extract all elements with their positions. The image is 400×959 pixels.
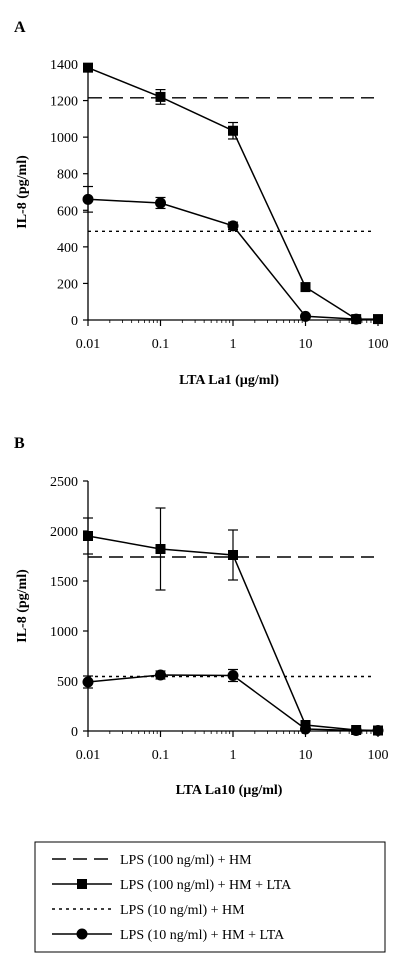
y-axis-title: IL-8 (pg/ml) [15,569,30,643]
series-line [87,198,357,320]
x-axis-title: LTA La1 (µg/ml) [179,373,279,388]
x-tick-label: 100 [368,748,389,763]
x-tick-label: 0.1 [152,748,170,763]
circle-marker [82,676,94,688]
x-tick-label: 0.1 [152,337,170,352]
y-tick-label: 800 [57,168,78,183]
x-tick-label: 0.01 [76,337,101,352]
circle-marker [372,725,384,736]
panel-label: B [14,435,25,452]
series-3 [82,185,362,325]
square-marker [228,550,238,560]
legend-label: LPS (100 ng/ml) + HM [120,853,252,868]
circle-marker [155,197,166,209]
legend-circle-marker [76,928,88,940]
x-tick-label: 0.01 [76,748,101,763]
y-axis-title: IL-8 (pg/ml) [15,155,30,229]
legend-item: LPS (10 ng/ml) + HM + LTA [52,928,285,943]
series-1 [83,507,383,736]
legend-item: LPS (100 ng/ml) + HM [52,853,252,868]
y-tick-label: 1500 [50,575,78,590]
y-tick-label: 600 [57,204,78,219]
square-marker [228,125,238,136]
circle-marker [82,193,94,205]
square-marker [83,531,93,541]
y-tick-label: 0 [71,725,78,740]
chart-panel-b: B 0 500 1000 1500 2000 2500 0.01 0.1 1 10 100 LTA La… [14,435,389,798]
y-tick-label: 1200 [50,95,78,110]
x-tick-label: 1 [230,337,237,352]
square-marker [300,282,311,293]
square-marker [155,544,166,554]
y-tick-label: 500 [57,675,78,690]
circle-marker [350,313,362,325]
legend: LPS (100 ng/ml) + HM LPS (100 ng/ml) + HM… [34,841,386,953]
y-tick-label: 2000 [50,525,78,540]
x-axis-title: LTA La10 (µg/ml) [176,783,283,798]
circle-marker [227,670,239,681]
circle-marker [227,220,239,232]
x-tick-label: 1 [230,748,237,763]
circle-marker [300,310,311,322]
circle-marker [350,725,362,736]
legend-label: LPS (10 ng/ml) + HM [120,903,245,918]
series-1 [83,62,383,325]
series-line [87,67,378,320]
legend-item: LPS (100 ng/ml) + HM + LTA [52,878,292,893]
series-3 [82,668,384,736]
series-line [87,674,378,732]
y-tick-label: 400 [57,241,78,256]
square-marker [373,314,383,325]
x-tick-label: 10 [299,748,313,763]
circle-marker [300,723,311,735]
y-tick-label: 1400 [50,58,78,73]
legend-item: LPS (10 ng/ml) + HM [52,903,245,918]
legend-square-marker [77,879,87,889]
circle-marker [155,669,166,681]
legend-label: LPS (100 ng/ml) + HM + LTA [120,878,292,893]
square-marker [155,91,166,102]
y-tick-label: 2500 [50,475,78,490]
y-tick-label: 1000 [50,625,78,640]
y-tick-label: 200 [57,277,78,292]
x-tick-label: 10 [299,337,313,352]
x-tick-label: 100 [368,337,389,352]
panel-label: A [14,19,26,36]
chart-panel-a: A 0 200 400 600 800 1000 1200 1400 0.01 0.1 1 10 100 L… [14,19,389,388]
legend-label: LPS (10 ng/ml) + HM + LTA [120,928,285,943]
square-marker [83,62,93,73]
y-tick-label: 1000 [50,131,78,146]
y-tick-label: 0 [71,314,78,329]
